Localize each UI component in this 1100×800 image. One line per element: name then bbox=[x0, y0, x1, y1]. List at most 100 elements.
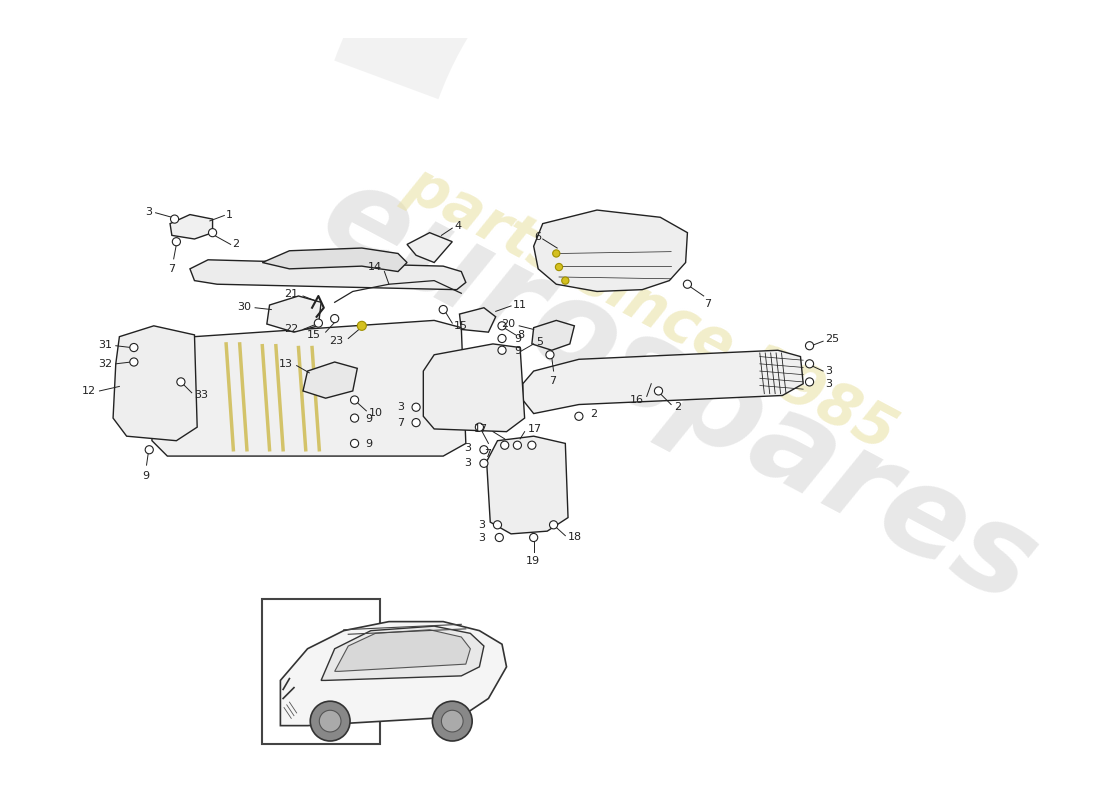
Circle shape bbox=[170, 215, 178, 223]
Polygon shape bbox=[424, 344, 525, 432]
Text: 3: 3 bbox=[397, 402, 405, 412]
Text: 1: 1 bbox=[227, 210, 233, 219]
Text: 15: 15 bbox=[454, 321, 469, 331]
Circle shape bbox=[480, 446, 488, 454]
Text: 23: 23 bbox=[330, 336, 343, 346]
Circle shape bbox=[805, 342, 814, 350]
Circle shape bbox=[315, 319, 322, 327]
Polygon shape bbox=[486, 436, 568, 534]
Circle shape bbox=[498, 322, 506, 330]
Text: 16: 16 bbox=[630, 395, 644, 405]
Text: 7: 7 bbox=[397, 418, 405, 428]
Text: 12: 12 bbox=[81, 386, 96, 396]
Text: 15: 15 bbox=[307, 330, 321, 340]
Text: 11: 11 bbox=[513, 300, 527, 310]
Polygon shape bbox=[321, 626, 484, 681]
Circle shape bbox=[552, 250, 560, 257]
Text: 2: 2 bbox=[590, 410, 597, 419]
Circle shape bbox=[529, 534, 538, 542]
Polygon shape bbox=[280, 622, 506, 726]
Polygon shape bbox=[534, 210, 688, 291]
Text: 22: 22 bbox=[284, 325, 298, 334]
Text: 3: 3 bbox=[145, 207, 152, 217]
Text: 3: 3 bbox=[477, 534, 485, 543]
Text: 17: 17 bbox=[527, 424, 541, 434]
Polygon shape bbox=[170, 214, 212, 239]
Polygon shape bbox=[267, 296, 321, 332]
Text: 4: 4 bbox=[454, 222, 461, 231]
Text: 30: 30 bbox=[238, 302, 252, 312]
Circle shape bbox=[654, 387, 662, 395]
Text: 7: 7 bbox=[484, 449, 491, 459]
Circle shape bbox=[683, 280, 692, 288]
Text: 25: 25 bbox=[825, 334, 839, 344]
Circle shape bbox=[310, 702, 350, 741]
Circle shape bbox=[173, 238, 180, 246]
Polygon shape bbox=[334, 630, 471, 671]
Polygon shape bbox=[460, 308, 496, 332]
Circle shape bbox=[412, 418, 420, 426]
Text: 3: 3 bbox=[825, 378, 832, 389]
Bar bbox=[262, 599, 380, 744]
Text: 2: 2 bbox=[674, 402, 681, 412]
Circle shape bbox=[495, 534, 504, 542]
Circle shape bbox=[550, 521, 558, 529]
Text: 9: 9 bbox=[365, 439, 373, 450]
Text: 31: 31 bbox=[98, 340, 112, 350]
Text: 17: 17 bbox=[474, 424, 488, 434]
Text: parts since 1985: parts since 1985 bbox=[397, 156, 905, 463]
Circle shape bbox=[351, 414, 359, 422]
Text: 18: 18 bbox=[568, 533, 582, 542]
Circle shape bbox=[358, 322, 366, 330]
Polygon shape bbox=[152, 321, 465, 456]
Circle shape bbox=[209, 229, 217, 237]
Text: 33: 33 bbox=[195, 390, 209, 401]
Text: 32: 32 bbox=[98, 359, 112, 369]
Polygon shape bbox=[190, 260, 465, 290]
Polygon shape bbox=[522, 350, 803, 414]
Text: 6: 6 bbox=[534, 232, 541, 242]
Text: 8: 8 bbox=[517, 330, 525, 340]
Circle shape bbox=[528, 441, 536, 450]
Polygon shape bbox=[407, 233, 452, 262]
Polygon shape bbox=[113, 326, 197, 441]
Circle shape bbox=[412, 403, 420, 411]
Text: 14: 14 bbox=[367, 262, 382, 272]
Polygon shape bbox=[532, 321, 574, 350]
Circle shape bbox=[805, 378, 814, 386]
Text: 21: 21 bbox=[285, 289, 298, 299]
Text: 9: 9 bbox=[514, 334, 521, 344]
Circle shape bbox=[130, 358, 138, 366]
Text: 9: 9 bbox=[514, 346, 521, 356]
Text: 9: 9 bbox=[142, 470, 150, 481]
Circle shape bbox=[546, 350, 554, 359]
Circle shape bbox=[805, 360, 814, 368]
Text: 7: 7 bbox=[549, 377, 557, 386]
Text: 13: 13 bbox=[279, 359, 293, 369]
Circle shape bbox=[145, 446, 153, 454]
Text: 5: 5 bbox=[537, 337, 543, 347]
Circle shape bbox=[494, 521, 502, 529]
Text: 3: 3 bbox=[464, 443, 471, 453]
Circle shape bbox=[331, 314, 339, 322]
Circle shape bbox=[500, 441, 509, 450]
Text: 7: 7 bbox=[168, 264, 175, 274]
Polygon shape bbox=[302, 362, 358, 398]
Circle shape bbox=[351, 396, 359, 404]
Text: 3: 3 bbox=[464, 458, 471, 468]
Text: 7: 7 bbox=[704, 298, 711, 309]
Polygon shape bbox=[262, 248, 407, 271]
Circle shape bbox=[432, 702, 472, 741]
Circle shape bbox=[498, 334, 506, 342]
Text: 20: 20 bbox=[502, 319, 516, 329]
Text: 2: 2 bbox=[232, 239, 240, 250]
Circle shape bbox=[575, 412, 583, 420]
Circle shape bbox=[319, 710, 341, 732]
Text: 10: 10 bbox=[368, 408, 383, 418]
Circle shape bbox=[130, 343, 138, 352]
Circle shape bbox=[475, 423, 484, 431]
Circle shape bbox=[177, 378, 185, 386]
Circle shape bbox=[498, 346, 506, 354]
Circle shape bbox=[351, 439, 359, 447]
Circle shape bbox=[514, 441, 521, 450]
